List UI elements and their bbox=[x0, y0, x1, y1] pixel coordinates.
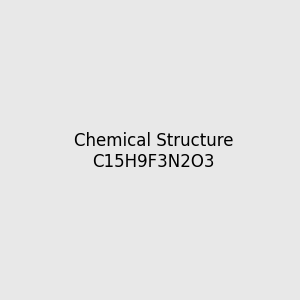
Text: Chemical Structure
C15H9F3N2O3: Chemical Structure C15H9F3N2O3 bbox=[74, 132, 233, 171]
